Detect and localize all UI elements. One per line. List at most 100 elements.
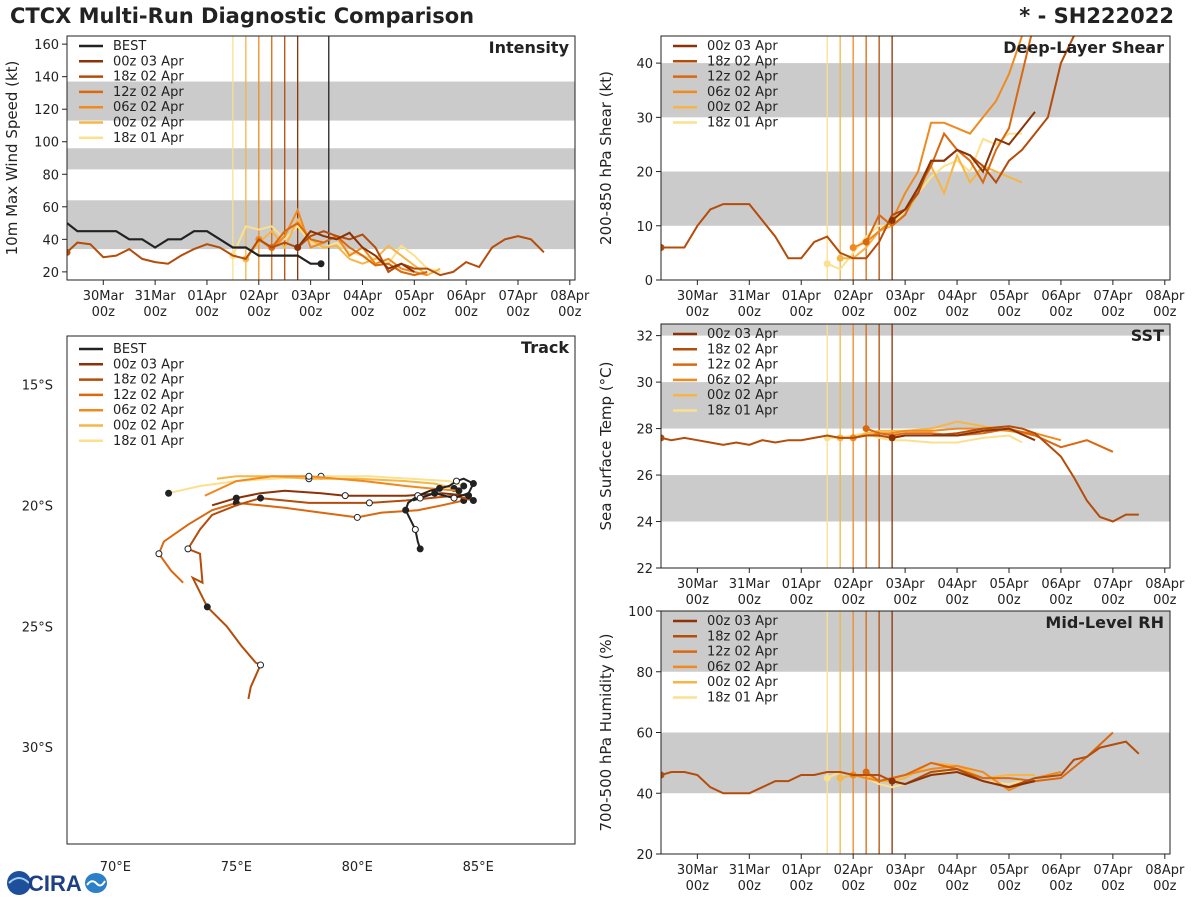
rh-xtick-hour: 00z <box>790 879 814 894</box>
shear-ytick-label: 20 <box>636 166 653 181</box>
intensity-title: Intensity <box>489 38 570 57</box>
track-legend-label: 06z 02 Apr <box>113 403 184 418</box>
shear-series-3-start <box>849 243 857 251</box>
sst-series-2 <box>865 427 1114 453</box>
sst-ytick-label: 24 <box>636 516 653 531</box>
intensity-best-series <box>67 222 321 265</box>
track-ytick-label: 30°S <box>22 741 53 756</box>
rh-xtick-hour: 00z <box>686 879 710 894</box>
intensity-ytick-label: 100 <box>34 136 59 151</box>
rh-xtick-day: 31Mar <box>729 863 771 878</box>
track-legend-label: 12z 02 Apr <box>113 388 184 403</box>
intensity-band <box>67 148 575 170</box>
sst-legend-label: 00z 03 Apr <box>707 327 778 342</box>
shear-xtick-day: 05Apr <box>989 289 1029 304</box>
rh-series-0-start <box>888 777 896 785</box>
shear-ytick-label: 40 <box>636 57 653 72</box>
shear-xtick-day: 03Apr <box>886 289 926 304</box>
intensity-xtick-day: 02Apr <box>239 289 279 304</box>
sst-band <box>661 475 1170 522</box>
track-best-marker <box>469 480 477 488</box>
sst-xtick-hour: 00z <box>893 593 917 608</box>
cira-logo: CIRA <box>7 871 107 896</box>
shear-xtick-hour: 00z <box>1153 305 1177 320</box>
sst-legend-label: 00z 02 Apr <box>707 388 778 403</box>
track-xtick-label: 70°E <box>100 860 131 875</box>
intensity-legend-label: 18z 01 Apr <box>113 131 184 146</box>
shear-xtick-hour: 00z <box>790 305 814 320</box>
sst-series-1-start <box>661 434 665 442</box>
rh-series-1-start <box>661 771 665 779</box>
rh-legend-label: 00z 02 Apr <box>707 675 778 690</box>
track-series-1 <box>186 494 474 700</box>
sst-xtick-day: 31Mar <box>729 577 771 592</box>
rh-xtick-day: 30Mar <box>677 863 719 878</box>
track-marker <box>257 494 265 502</box>
track-marker <box>184 545 192 553</box>
shear-legend-label: 06z 02 Apr <box>707 85 778 100</box>
intensity-series-1-start <box>67 248 71 256</box>
sst-series-1 <box>661 425 1139 523</box>
intensity-xtick-day: 06Apr <box>447 289 487 304</box>
sst-frame <box>660 323 1171 569</box>
track-marker <box>165 489 173 497</box>
sst-xtick-hour: 00z <box>738 593 762 608</box>
intensity-legend-label: 00z 03 Apr <box>113 54 184 69</box>
intensity-ytick-label: 120 <box>34 103 59 118</box>
sst-xtick-hour: 00z <box>1101 593 1125 608</box>
rh-panel: 2040608010030Mar00z31Mar00z01Apr00z02Apr… <box>597 605 1185 894</box>
shear-xtick-hour: 00z <box>893 305 917 320</box>
track-legend-label: 18z 01 Apr <box>113 434 184 449</box>
intensity-best-end <box>317 260 325 268</box>
track-series-3 <box>204 475 459 497</box>
intensity-xtick-day: 07Apr <box>498 289 538 304</box>
intensity-ytick-label: 40 <box>42 233 59 248</box>
sst-legend-label: 18z 01 Apr <box>707 404 778 419</box>
track-best-marker <box>436 484 444 492</box>
shear-series-2 <box>865 36 1033 243</box>
intensity-series-2 <box>271 221 428 277</box>
rh-ytick-label: 80 <box>636 666 653 681</box>
sst-xtick-hour: 00z <box>841 593 865 608</box>
rh-xtick-day: 01Apr <box>782 863 822 878</box>
rh-xtick-hour: 00z <box>893 879 917 894</box>
track-xtick-label: 85°E <box>463 860 494 875</box>
rh-xtick-day: 03Apr <box>886 863 926 878</box>
sst-legend-label: 18z 02 Apr <box>707 342 778 357</box>
sst-series-0 <box>891 427 1036 442</box>
rh-xtick-hour: 00z <box>738 879 762 894</box>
intensity-xtick-hour: 00z <box>247 305 271 320</box>
intensity-xtick-day: 03Apr <box>291 289 331 304</box>
track-best-marker <box>411 526 419 534</box>
shear-series-2-start <box>862 238 870 246</box>
shear-legend-label: 00z 02 Apr <box>707 100 778 115</box>
rh-legend-label: 12z 02 Apr <box>707 645 778 660</box>
intensity-series-3 <box>258 207 428 277</box>
sst-ytick-label: 32 <box>636 330 653 345</box>
intensity-xtick-hour: 00z <box>403 305 427 320</box>
sst-panel: 22242628303230Mar00z31Mar00z01Apr00z02Ap… <box>597 323 1185 608</box>
rh-ytick-label: 100 <box>628 605 653 620</box>
shear-series-5-start <box>823 260 831 268</box>
sst-xtick-hour: 00z <box>945 593 969 608</box>
intensity-xtick-day: 05Apr <box>395 289 435 304</box>
intensity-ylabel: 10m Max Wind Speed (kt) <box>3 61 21 256</box>
rh-series-2-start <box>862 768 870 776</box>
sst-xtick-hour: 00z <box>686 593 710 608</box>
sst-xtick-day: 03Apr <box>886 577 926 592</box>
shear-xtick-day: 31Mar <box>729 289 771 304</box>
track-ytick-label: 15°S <box>22 378 53 393</box>
rh-xtick-hour: 00z <box>1049 879 1073 894</box>
track-best-marker <box>452 477 460 485</box>
intensity-series-5 <box>231 224 441 273</box>
rh-ytick-label: 60 <box>636 727 653 742</box>
logo-globe-icon <box>7 871 31 895</box>
rh-xtick-day: 07Apr <box>1093 863 1133 878</box>
rh-xtick-day: 06Apr <box>1041 863 1081 878</box>
shear-legend-label: 12z 02 Apr <box>707 70 778 85</box>
intensity-band <box>67 81 575 121</box>
intensity-xtick-day: 31Mar <box>135 289 177 304</box>
logo-text: CIRA <box>28 871 82 896</box>
track-series-0 <box>211 489 469 507</box>
